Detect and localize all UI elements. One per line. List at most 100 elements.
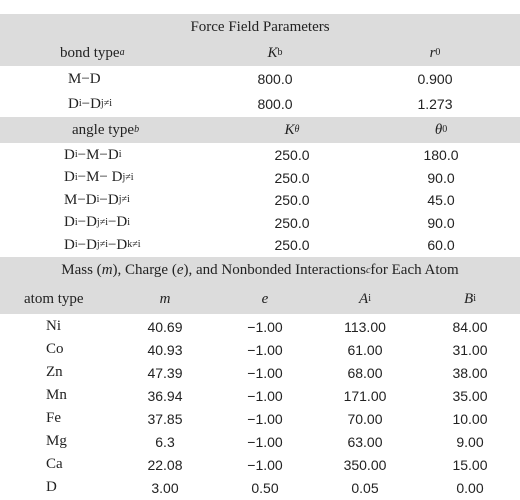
mass-header-row: Mass (m), Charge (e), and Nonbonded Inte…: [0, 257, 520, 284]
r0-symbol: r: [429, 44, 436, 61]
atom-row: Ni 40.69 −1.00 113.00 84.00: [0, 315, 520, 338]
bi-value: 10.00: [452, 410, 488, 427]
r0-value: 1.273: [417, 96, 453, 112]
ai-value: 63.00: [347, 433, 383, 450]
atom-type-cell: Co: [46, 341, 64, 357]
ai-value: 61.00: [347, 341, 383, 358]
atom-row: Mn 36.94 −1.00 171.00 35.00: [0, 384, 520, 407]
bi-value: 0.00: [456, 479, 484, 496]
atom-type-cell: Zn: [46, 364, 63, 380]
bi-value: 9.00: [456, 433, 484, 450]
charge-value: 0.50: [251, 479, 279, 496]
bi-value: 38.00: [452, 364, 488, 381]
angle-type-label: angle type: [72, 121, 135, 138]
mass-value: 6.3: [155, 433, 175, 450]
mass-value: 22.08: [147, 456, 183, 473]
bi-symbol: B: [464, 290, 474, 307]
theta0-value: 90.0: [427, 169, 455, 186]
table-title-row: Force Field Parameters: [0, 14, 520, 40]
mass-value: 40.93: [147, 341, 183, 358]
atom-type-cell: Ni: [46, 318, 61, 334]
atom-row: Co 40.93 −1.00 61.00 31.00: [0, 338, 520, 361]
theta0-value: 60.0: [427, 237, 455, 254]
mass-header: m: [159, 290, 171, 307]
kb-symbol: K: [267, 44, 278, 61]
kb-value: 800.0: [257, 96, 293, 112]
ktheta-value: 250.0: [274, 192, 310, 209]
atom-row: Ca 22.08 −1.00 350.00 15.00: [0, 453, 520, 476]
theta0-value: 90.0: [427, 214, 455, 231]
mass-value: 37.85: [147, 410, 183, 427]
charge-value: −1.00: [247, 364, 283, 381]
ktheta-value: 250.0: [274, 147, 310, 163]
bond-type-label: bond type: [60, 44, 120, 61]
atom-type-cell: Mg: [46, 433, 67, 449]
bond-row: M−D 800.0 0.900: [0, 67, 520, 91]
atom-row: D 3.00 0.50 0.05 0.00: [0, 476, 520, 499]
ai-symbol: A: [359, 290, 369, 307]
charge-value: −1.00: [247, 318, 283, 335]
charge-value: −1.00: [247, 341, 283, 358]
angle-type-header: angle type b: [72, 117, 212, 143]
ktheta-symbol: K: [284, 121, 295, 138]
charge-header: e: [261, 290, 269, 307]
ktheta-value: 250.0: [274, 237, 310, 254]
bi-value: 15.00: [452, 456, 488, 473]
atom-type-cell: D: [46, 479, 57, 495]
angle-row: M−D i −D j≠i 250.0 45.0: [0, 189, 520, 211]
ai-value: 70.00: [347, 410, 383, 427]
bond-type-cell: M−D: [68, 70, 101, 87]
theta0-value: 45.0: [427, 192, 455, 209]
bond-footnote-a: a: [119, 47, 125, 58]
bi-value: 84.00: [452, 318, 488, 335]
atom-row: Fe 37.85 −1.00 70.00 10.00: [0, 407, 520, 430]
kb-value: 800.0: [257, 71, 293, 87]
atom-row: Mg 6.3 −1.00 63.00 9.00: [0, 430, 520, 453]
r0-value: 0.900: [417, 71, 453, 87]
atom-type-header: atom type: [24, 290, 84, 307]
charge-value: −1.00: [247, 387, 283, 404]
mass-value: 40.69: [147, 318, 183, 335]
atom-type-cell: Fe: [46, 410, 61, 426]
angle-type-cell: M−D i −D j≠i: [64, 191, 130, 208]
mass-value: 47.39: [147, 364, 183, 381]
table-title: Force Field Parameters: [190, 18, 330, 35]
angle-footnote-b: b: [134, 124, 140, 135]
ai-value: 171.00: [343, 387, 387, 404]
atom-row: Zn 47.39 −1.00 68.00 38.00: [0, 361, 520, 384]
ai-value: 113.00: [344, 318, 386, 335]
ktheta-value: 250.0: [274, 214, 310, 231]
mass-value: 3.00: [151, 479, 179, 496]
atom-type-cell: Ca: [46, 456, 63, 472]
bi-value: 31.00: [452, 341, 488, 358]
atom-type-cell: Mn: [46, 387, 67, 403]
ai-value: 68.00: [347, 364, 383, 381]
mass-value: 36.94: [147, 387, 183, 404]
theta0-symbol: θ: [434, 121, 443, 138]
charge-value: −1.00: [247, 410, 283, 427]
theta0-value: 180.0: [423, 147, 459, 163]
mass-charge-header: Mass (m), Charge (e), and Nonbonded Inte…: [61, 262, 459, 278]
ktheta-value: 250.0: [274, 169, 310, 186]
charge-value: −1.00: [247, 456, 283, 473]
